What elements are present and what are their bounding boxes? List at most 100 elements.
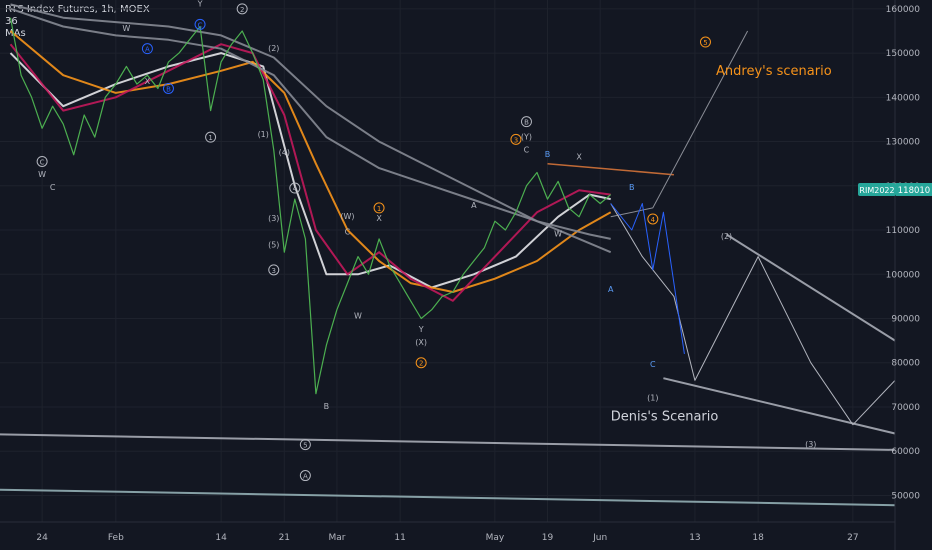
circled-wave-label: 4 [289,182,301,194]
wave-label-text: 1 [377,205,381,213]
time-tick-label: 24 [36,533,48,543]
price-tick-label: 70000 [891,403,920,413]
time-tick-label: 19 [542,533,554,543]
wave-label: X [145,77,151,86]
wave-label: (4) [279,148,290,157]
wave-label-circle [373,202,385,214]
wave-label: (2) [721,232,732,241]
scenario-annotation: Andrey's scenario [716,64,832,79]
wave-label-text: C [40,158,45,166]
moving-average-line [10,7,611,240]
wave-label-text: 2 [240,6,244,14]
wave-label: C [50,183,56,192]
wave-label: C [650,360,656,369]
wave-label-circle [510,133,522,145]
wave-label-text: 4 [651,216,656,224]
wave-label-text: A [145,46,150,54]
wave-label: (X) [415,338,427,347]
wave-label-text: B [166,85,171,93]
ticker-label: RIM2022 [859,186,894,195]
circled-wave-label: C [194,18,206,30]
circled-wave-label: C [36,155,48,167]
wave-label-text: 3 [514,136,518,144]
wave-label: B [545,150,551,159]
wave-label-circle [268,264,280,276]
wave-label-circle [36,155,48,167]
time-tick-label: May [486,533,505,543]
wave-label: B [629,183,635,192]
price-tag: RIM2022 118010 [858,183,932,196]
wave-label-circle [299,470,311,482]
circled-wave-label: 1 [205,131,217,143]
price-tick-label: 160000 [886,5,921,15]
wave-label-circle [520,116,532,128]
moving-average-line [9,30,612,293]
price-layer [9,17,612,395]
trendline[interactable] [547,162,674,176]
wave-label: W [354,312,362,321]
time-tick-label: 11 [394,533,405,543]
wave-label-text: 5 [703,39,707,47]
wave-label-text: 2 [419,360,423,368]
price-line [9,17,612,395]
time-tick-label: Feb [108,533,124,543]
time-tick-label: 14 [215,533,227,543]
wave-label-text: A [303,473,308,481]
circled-wave-label: 4 [647,213,659,225]
moving-average-line [9,52,611,289]
wave-label: Y [418,325,424,334]
wave-label: A [471,201,477,210]
time-tick-label: 21 [279,533,290,543]
price-tick-label: 50000 [891,491,920,501]
circled-wave-label: B [520,116,532,128]
price-tick-label: 60000 [891,447,920,457]
time-tick-label: 18 [752,533,764,543]
price-tick-label: 150000 [886,49,921,59]
price-tick-label: 140000 [886,93,921,103]
circled-wave-label: 2 [236,3,248,15]
wave-label: B [324,402,330,411]
wave-label-text: 1 [208,134,212,142]
wave-label-text: 4 [293,185,298,193]
wave-label-text: 3 [272,267,276,275]
trendline[interactable] [0,488,896,507]
wave-label-circle [162,82,174,94]
wave-label: (3) [268,214,279,223]
wave-label-text: 5 [303,442,307,450]
wave-label-text: C [198,21,203,29]
wave-label-circle [141,43,153,55]
circled-wave-label: 5 [299,439,311,451]
scenario-path[interactable] [610,203,896,426]
price-tick-label: 100000 [886,270,921,280]
price-tick-label: 90000 [891,315,920,325]
wave-label-circle [205,131,217,143]
moving-averages-layer [9,3,612,302]
wave-label: A [608,285,614,294]
scenario-layer[interactable] [610,30,896,426]
wave-label: C [524,146,530,155]
legend-line-2[interactable]: MAs [5,28,26,39]
wave-label: X [576,152,582,161]
price-tick-label: 80000 [891,359,920,369]
wave-label: W [554,230,562,239]
wave-label: Y [197,0,203,9]
scenario-path[interactable] [610,203,685,354]
wave-labels-layer: WWCXY(1)(2)(3)(4)(5)(W)CWX(X)YA(Y)CXWBBA… [36,0,832,482]
trendline[interactable] [0,433,896,451]
price-tick-label: 130000 [886,138,921,148]
circled-wave-label: A [141,43,153,55]
ticker-badge [858,183,896,196]
trendline[interactable] [725,233,896,342]
wave-label: (1) [647,393,658,402]
price-axis[interactable]: 5000060000700008000090000100000110000120… [886,5,921,502]
trendlines-layer[interactable] [0,162,896,507]
time-axis[interactable]: 24 Feb 14 21 Mar 11 May 19 Jun 13 18 27 [36,533,858,543]
scenario-path[interactable] [610,30,749,218]
trendline[interactable] [663,377,896,435]
wave-label-circle [194,18,206,30]
wave-label-circle [299,439,311,451]
wave-label: (2) [268,44,279,53]
wave-label: (3) [805,440,816,449]
instrument-title[interactable]: RTS Index Futures, 1h, MOEX [5,4,150,15]
